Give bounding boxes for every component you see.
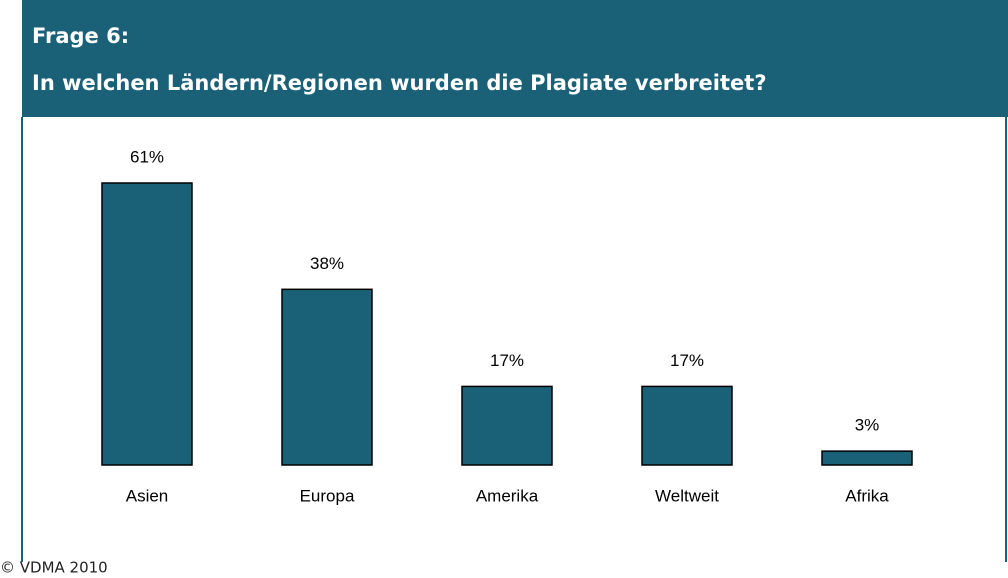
bar <box>821 450 913 466</box>
data-label: 17% <box>490 351 524 370</box>
x-tick-label: Weltweit <box>655 486 719 505</box>
x-tick-label: Europa <box>300 486 355 505</box>
data-label: 3% <box>855 416 880 435</box>
bar <box>641 385 733 466</box>
x-tick-label: Amerika <box>476 486 539 505</box>
data-label: 17% <box>670 351 704 370</box>
bar <box>281 288 373 466</box>
chart-subtitle: In welchen Ländern/Regionen wurden die P… <box>32 71 767 95</box>
x-tick-label: Afrika <box>845 486 889 505</box>
x-tick-label: Asien <box>126 486 169 505</box>
footer: © VDMA 2010 <box>0 559 108 577</box>
bar <box>461 385 553 466</box>
chart-title: Frage 6: <box>32 24 129 48</box>
data-label: 61% <box>130 147 164 166</box>
bar <box>101 182 193 466</box>
data-label: 38% <box>310 254 344 273</box>
header-band <box>22 0 1008 117</box>
